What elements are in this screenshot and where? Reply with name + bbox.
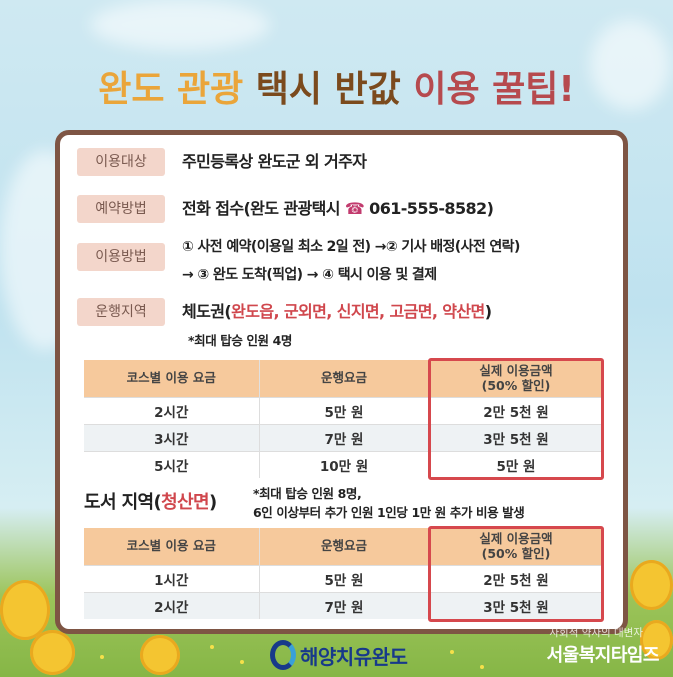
capacity-note: *최대 탑승 인원 4명 [188,333,292,348]
flower [0,580,50,640]
reservation-text: 전화 접수(완도 관광택시 ☎ 061-555-8582) [182,199,494,218]
flower [140,635,180,675]
flower [640,620,673,660]
logo-mark-icon [270,640,296,670]
fare-table-island: 코스별 이용 요금 운행요금 실제 이용금액 (50% 할인) 1시간 5만 원 2만… [84,528,604,619]
fare-table-mainland: 코스별 이용 요금 운행요금 실제 이용금액 (50% 할인) 2시간 5만 원 2만… [84,360,604,478]
table-row: 5시간 10만 원 5만 원 [84,450,604,478]
method-line2: → ③ 완도 도착(픽업) → ④ 택시 이용 및 결제 [182,267,437,283]
watermark-subtitle: 사회적 약자의 대변자 [549,627,643,639]
table-header-row: 코스별 이용 요금 운행요금 실제 이용금액 (50% 할인) [84,528,604,565]
flower [30,630,75,675]
label-target: 이용대상 [77,148,165,176]
table-row: 1시간 5만 원 2만 5천 원 [84,564,604,592]
target-text: 주민등록상 완도군 외 거주자 [182,152,367,171]
info-card: 이용대상 주민등록상 완도군 외 거주자 예약방법 전화 접수(완도 관광택시 … [55,130,628,634]
flower-dot [480,665,484,669]
cloud [90,0,270,50]
flower-dot [210,645,214,649]
island-note-1: *최대 탑승 인원 8명, [253,486,362,501]
flower [630,560,673,610]
table-row: 3시간 7만 원 3만 5천 원 [84,423,604,451]
flower-dot [100,655,104,659]
label-reservation: 예약방법 [77,195,165,223]
table-header-row: 코스별 이용 요금 운행요금 실제 이용금액 (50% 할인) [84,360,604,397]
logo: 해양치유완도 [270,640,460,670]
watermark: 서울복지타임즈 [546,645,660,666]
telephone-icon: ☎ [344,199,365,218]
island-heading: 도서 지역(청산면) [84,492,217,513]
phone-number: 061-555-8582) [369,199,494,218]
table-row: 2시간 7만 원 3만 5천 원 [84,591,604,619]
area-text: 체도권(완도읍, 군외면, 신지면, 고금면, 약산면) [182,302,492,321]
flower-dot [240,660,244,664]
cloud [590,20,670,110]
label-method: 이용방법 [77,243,165,271]
island-note-2: 6인 이상부터 추가 인원 1인당 1만 원 추가 비용 발생 [253,505,525,520]
flower-dot [450,650,454,654]
page-title: 완도 관광 택시 반값 이용 꿀팁! [98,69,575,110]
table-row: 2시간 5만 원 2만 5천 원 [84,396,604,424]
method-line1: ① 사전 예약(이용일 최소 2일 전) →② 기사 배정(사전 연락) [182,239,520,255]
label-area: 운행지역 [77,298,165,326]
